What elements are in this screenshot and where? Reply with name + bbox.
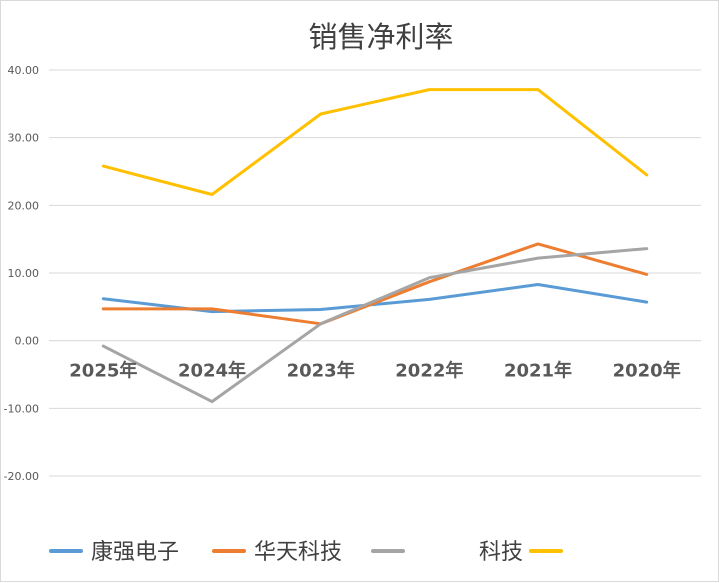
y-tick-label: -10.00 xyxy=(4,402,39,415)
y-tick-label: 30.00 xyxy=(8,132,40,145)
x-category-label: 2020年 xyxy=(613,360,681,382)
legend-label: 康强电子 xyxy=(91,540,179,565)
x-category-label: 2024年 xyxy=(178,360,246,382)
x-category-label: 2022年 xyxy=(395,360,463,382)
series-line-4 xyxy=(101,88,649,196)
y-tick-label: 20.00 xyxy=(8,199,40,212)
x-category-label: 2025年 xyxy=(69,360,137,382)
grid-lines xyxy=(49,69,701,477)
y-axis-tick-labels: 40.00 30.00 20.00 10.00 0.00 -10.00 -20.00 xyxy=(4,64,39,483)
x-axis-category-labels: 2025年 2024年 2023年 2022年 2021年 2020年 xyxy=(69,360,680,382)
y-tick-label: 10.00 xyxy=(8,267,40,280)
series-line-2 xyxy=(101,242,649,326)
y-tick-label: -20.00 xyxy=(4,470,39,483)
series-line-3 xyxy=(101,247,649,404)
x-category-label: 2021年 xyxy=(504,360,572,382)
y-tick-label: 40.00 xyxy=(8,64,40,77)
series-lines xyxy=(101,88,649,404)
legend: 康强电子 华天科技 科技 xyxy=(49,540,563,565)
x-category-label: 2023年 xyxy=(287,360,355,382)
y-tick-label: 0.00 xyxy=(15,335,40,348)
legend-label: 华天科技 xyxy=(254,540,342,565)
legend-label: 科技 xyxy=(479,540,523,565)
chart-title: 销售净利率 xyxy=(308,20,453,54)
